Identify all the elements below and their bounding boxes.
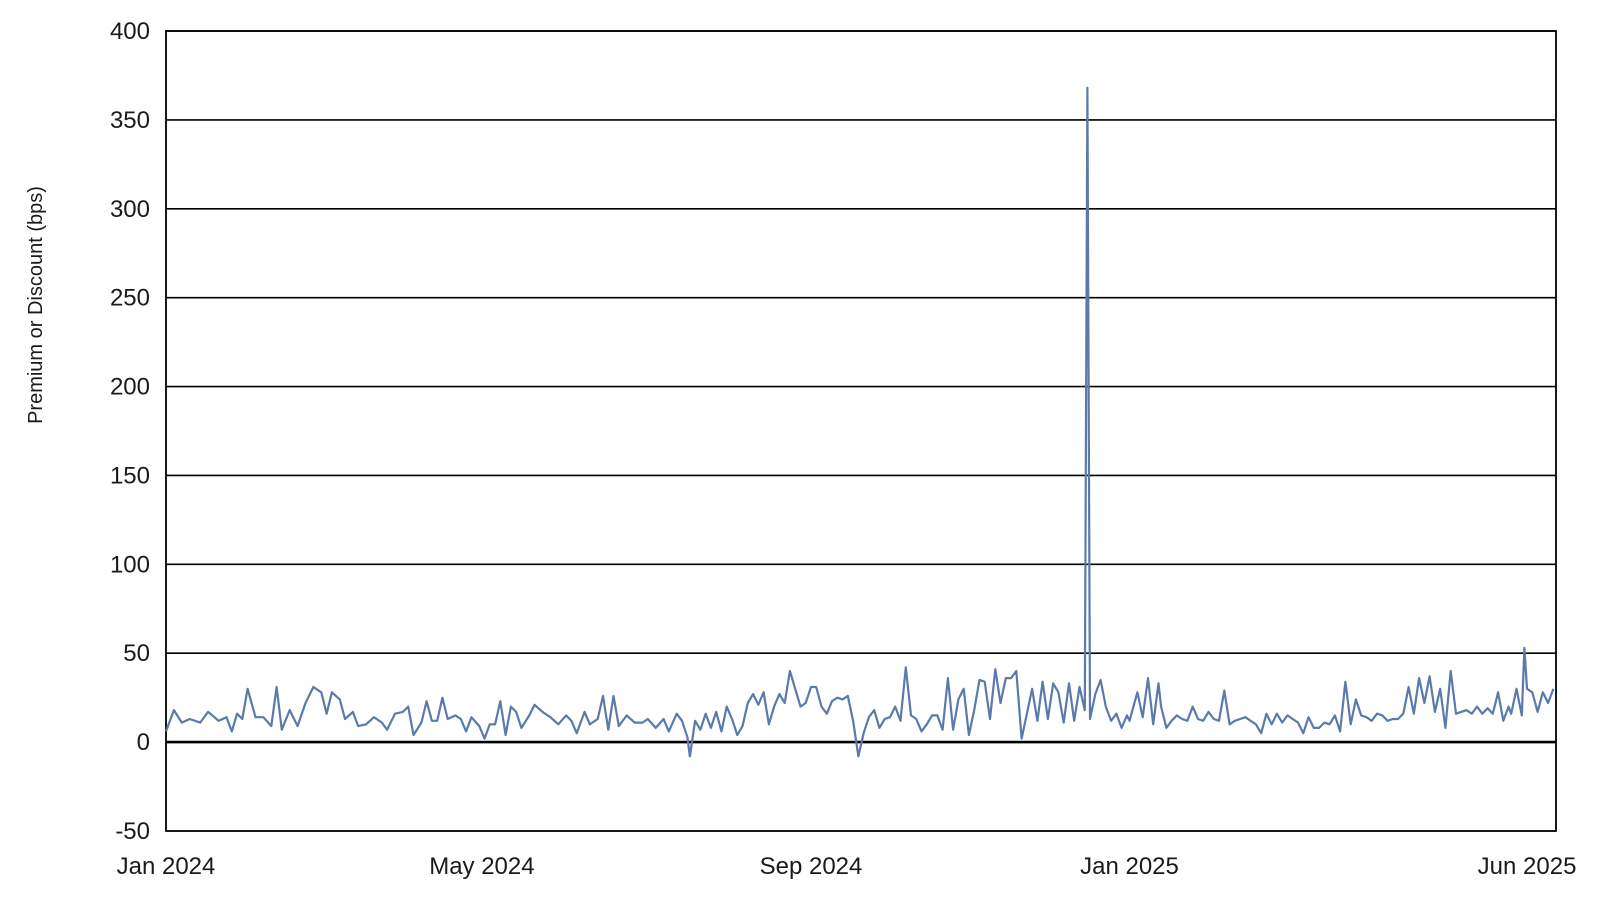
y-tick-label: 300 <box>110 196 150 223</box>
y-tick-label: -50 <box>115 818 150 845</box>
x-tick-label: Jun 2025 <box>1478 853 1577 880</box>
y-tick-label: 50 <box>123 640 150 667</box>
y-axis-title: Premium or Discount (bps) <box>25 186 47 424</box>
x-tick-label: Jan 2025 <box>1080 853 1179 880</box>
gridlines <box>165 30 1557 832</box>
y-tick-label: 250 <box>110 285 150 312</box>
x-tick-label: May 2024 <box>429 853 534 880</box>
y-tick-label: 100 <box>110 551 150 578</box>
y-axis-tick-labels: -50 0 50 100 150 200 250 300 350 400 <box>110 18 150 845</box>
x-tick-label: Sep 2024 <box>760 853 863 880</box>
y-tick-label: 400 <box>110 18 150 45</box>
plot-area <box>164 86 1555 758</box>
y-tick-label: 150 <box>110 462 150 489</box>
y-tick-label: 0 <box>137 729 150 756</box>
y-tick-label: 350 <box>110 107 150 134</box>
plot-frame <box>165 30 1557 832</box>
series-line <box>164 86 1555 758</box>
x-tick-label: Jan 2024 <box>117 853 216 880</box>
y-tick-label: 200 <box>110 374 150 401</box>
x-axis-tick-labels: Jan 2024 May 2024 Sep 2024 Jan 2025 Jun 2025 <box>117 853 1577 880</box>
